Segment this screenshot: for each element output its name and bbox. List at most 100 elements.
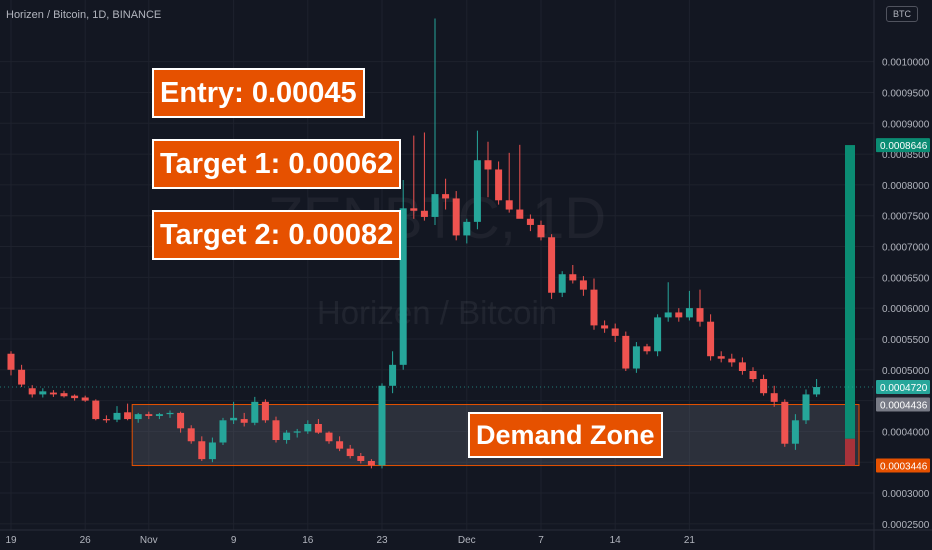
- candle[interactable]: [664, 312, 672, 318]
- candle[interactable]: [367, 460, 375, 466]
- candle[interactable]: [49, 392, 57, 395]
- candle[interactable]: [314, 424, 322, 433]
- candle[interactable]: [155, 414, 163, 416]
- entry-annotation[interactable]: Entry: 0.00045: [152, 68, 365, 118]
- price-tick-label: 0.0007000: [882, 243, 930, 254]
- candle[interactable]: [558, 274, 566, 293]
- candle[interactable]: [505, 200, 513, 210]
- candle[interactable]: [124, 412, 132, 420]
- candle[interactable]: [526, 218, 534, 225]
- currency-button[interactable]: BTC: [886, 6, 918, 22]
- candle[interactable]: [463, 221, 471, 236]
- candle[interactable]: [198, 441, 206, 460]
- candle[interactable]: [749, 371, 757, 380]
- candle[interactable]: [791, 420, 799, 444]
- time-tick-label: 19: [5, 535, 17, 546]
- candle[interactable]: [28, 388, 36, 395]
- last-price-tag-bg: [876, 380, 930, 395]
- candle[interactable]: [473, 160, 481, 222]
- candle[interactable]: [579, 280, 587, 290]
- candle[interactable]: [346, 448, 354, 457]
- candle[interactable]: [781, 401, 789, 444]
- candle[interactable]: [208, 442, 216, 460]
- price-tick-label: 0.0005000: [882, 366, 930, 377]
- candle[interactable]: [728, 358, 736, 363]
- price-tick-label: 0.0005500: [882, 335, 930, 346]
- price-tick-label: 0.0004000: [882, 427, 930, 438]
- candle[interactable]: [113, 412, 121, 420]
- candle[interactable]: [293, 431, 301, 433]
- candle[interactable]: [495, 169, 503, 201]
- candle[interactable]: [738, 362, 746, 371]
- candle[interactable]: [81, 397, 89, 401]
- candle[interactable]: [145, 414, 153, 416]
- candle[interactable]: [336, 441, 344, 449]
- candle[interactable]: [39, 391, 47, 395]
- candle[interactable]: [516, 209, 524, 219]
- candle[interactable]: [71, 395, 79, 399]
- candle[interactable]: [537, 224, 545, 238]
- candle[interactable]: [261, 401, 269, 421]
- demand-zone-annotation[interactable]: Demand Zone: [468, 412, 663, 458]
- candle[interactable]: [187, 428, 195, 442]
- candle[interactable]: [802, 394, 810, 421]
- candle[interactable]: [7, 353, 15, 370]
- price-tick-label: 0.0008500: [882, 150, 930, 161]
- candle[interactable]: [60, 393, 68, 397]
- price-tick-label: 0.0010000: [882, 58, 930, 69]
- candle[interactable]: [611, 328, 619, 336]
- candle[interactable]: [675, 312, 683, 318]
- candle[interactable]: [378, 385, 386, 466]
- candle[interactable]: [760, 379, 768, 394]
- candle[interactable]: [283, 432, 291, 441]
- candle[interactable]: [410, 208, 418, 211]
- candle[interactable]: [484, 160, 492, 170]
- candle[interactable]: [389, 364, 397, 386]
- candle[interactable]: [685, 308, 693, 318]
- candle[interactable]: [632, 346, 640, 369]
- candle[interactable]: [166, 412, 174, 415]
- candle[interactable]: [770, 393, 778, 402]
- candle[interactable]: [304, 424, 312, 432]
- candle[interactable]: [177, 412, 185, 429]
- candle[interactable]: [420, 210, 428, 217]
- candle[interactable]: [717, 356, 725, 359]
- zone-top-tag-bg: [876, 397, 930, 412]
- candle[interactable]: [399, 208, 407, 365]
- candle[interactable]: [707, 321, 715, 357]
- candle[interactable]: [431, 194, 439, 217]
- watermark-name: Horizen / Bitcoin: [317, 294, 557, 331]
- price-tick-label: 0.0008000: [882, 181, 930, 192]
- candle[interactable]: [569, 274, 577, 281]
- candle[interactable]: [357, 456, 365, 461]
- target1-annotation[interactable]: Target 1: 0.00062: [152, 139, 402, 189]
- candle[interactable]: [230, 417, 238, 421]
- candle[interactable]: [272, 420, 280, 441]
- target-price-tag: 0.0008646: [880, 141, 928, 152]
- candle[interactable]: [643, 346, 651, 352]
- candle[interactable]: [601, 325, 609, 329]
- candle[interactable]: [442, 194, 450, 199]
- time-tick-label: 14: [610, 535, 622, 546]
- candle[interactable]: [813, 387, 821, 395]
- candle[interactable]: [548, 237, 556, 293]
- candle[interactable]: [102, 419, 110, 421]
- candle[interactable]: [18, 369, 26, 385]
- candle[interactable]: [654, 317, 662, 352]
- candle[interactable]: [240, 419, 248, 423]
- candle[interactable]: [92, 400, 100, 420]
- candle[interactable]: [219, 420, 227, 443]
- zone-bottom-tag: 0.0003446: [880, 462, 928, 473]
- candle[interactable]: [590, 289, 598, 326]
- target2-annotation[interactable]: Target 2: 0.00082: [152, 210, 402, 260]
- price-tick-label: 0.0003000: [882, 489, 930, 500]
- candle[interactable]: [134, 414, 142, 420]
- price-tick-label: 0.0007500: [882, 212, 930, 223]
- candle[interactable]: [325, 432, 333, 442]
- time-tick-label: 16: [302, 535, 314, 546]
- candle[interactable]: [251, 401, 259, 423]
- candle[interactable]: [696, 308, 704, 322]
- candle[interactable]: [622, 335, 630, 369]
- candle[interactable]: [452, 198, 460, 236]
